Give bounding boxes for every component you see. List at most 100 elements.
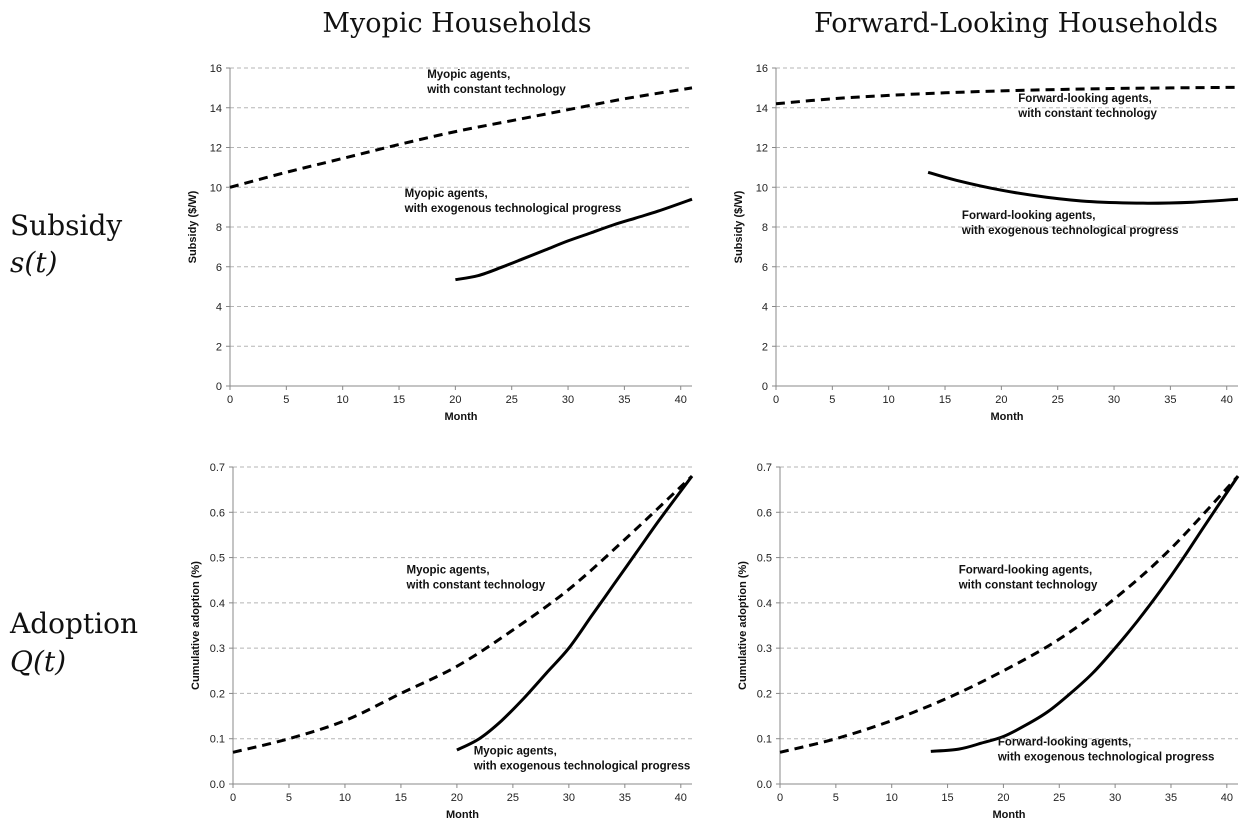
x-tick-label: 20 — [997, 792, 1009, 804]
x-tick-label: 35 — [619, 792, 631, 804]
x-tick-label: 10 — [883, 394, 895, 406]
y-axis-title: Subsidy ($/W) — [733, 190, 745, 263]
x-tick-label: 5 — [283, 394, 289, 406]
row-math-adoption: Q(t) — [10, 645, 66, 678]
x-tick-label: 35 — [618, 394, 630, 406]
series-annotation: with constant technology — [1017, 108, 1157, 120]
constant-technology-line — [779, 475, 1240, 754]
technological-progress-line — [455, 197, 693, 282]
y-tick-label: 14 — [756, 103, 768, 115]
y-tick-label: 10 — [210, 182, 222, 194]
x-tick-label: 0 — [227, 394, 233, 406]
y-tick-label: 0.1 — [757, 734, 772, 746]
x-axis-title: Month — [993, 809, 1026, 821]
x-tick-label: 25 — [506, 394, 518, 406]
y-tick-label: 0.0 — [210, 779, 225, 791]
series-annotation: Myopic agents, — [405, 188, 488, 200]
series-annotation: Forward-looking agents, — [959, 564, 1093, 576]
y-axis-title: Cumulative adoption (%) — [737, 561, 749, 690]
y-tick-label: 0.4 — [210, 598, 225, 610]
y-tick-label: 8 — [216, 222, 222, 234]
x-tick-label: 20 — [449, 394, 461, 406]
y-tick-label: 0 — [762, 381, 768, 393]
y-tick-label: 12 — [210, 143, 222, 155]
y-tick-label: 6 — [216, 262, 222, 274]
series-annotation: with exogenous technological progress — [473, 761, 691, 773]
series-annotation: with exogenous technological progress — [404, 203, 622, 215]
x-tick-label: 0 — [777, 792, 783, 804]
constant-technology-line — [232, 475, 694, 754]
series-annotation: Forward-looking agents, — [1018, 93, 1152, 105]
y-tick-label: 0.6 — [210, 507, 225, 519]
y-tick-label: 0.3 — [210, 643, 225, 655]
x-tick-label: 25 — [507, 792, 519, 804]
x-tick-label: 10 — [339, 792, 351, 804]
technological-progress-line — [456, 475, 694, 752]
series-annotation: Myopic agents, — [474, 746, 557, 758]
x-tick-label: 25 — [1052, 394, 1064, 406]
y-tick-label: 0.2 — [757, 688, 772, 700]
series-annotation: Forward-looking agents, — [998, 737, 1132, 749]
x-tick-label: 5 — [286, 792, 292, 804]
series-annotation: with constant technology — [958, 579, 1098, 591]
x-axis-title: Month — [991, 411, 1024, 423]
y-tick-label: 0.3 — [757, 643, 772, 655]
y-tick-label: 16 — [756, 63, 768, 75]
row-label-adoption: Adoption — [9, 607, 138, 640]
x-tick-label: 30 — [563, 792, 575, 804]
y-tick-label: 0.6 — [757, 507, 772, 519]
x-tick-label: 0 — [773, 394, 779, 406]
y-tick-label: 0.4 — [757, 598, 772, 610]
column-title-myopic: Myopic Households — [322, 8, 591, 39]
constant-technology-line — [775, 85, 1239, 106]
x-tick-label: 40 — [1221, 394, 1233, 406]
y-tick-label: 0 — [216, 381, 222, 393]
technological-progress-line — [930, 475, 1240, 753]
x-tick-label: 20 — [995, 394, 1007, 406]
x-tick-label: 0 — [230, 792, 236, 804]
y-tick-label: 0.5 — [757, 553, 772, 565]
adoption-myopic-panel: 0.0 0.1 0.2 0.3 0.4 0.5 0.6 0.7 0 5 10 15 20 25 30 35 40… — [190, 462, 694, 821]
x-tick-label: 15 — [395, 792, 407, 804]
series-annotation: with exogenous technological progress — [961, 225, 1179, 237]
series-annotation: Myopic agents, — [407, 564, 490, 576]
x-tick-label: 30 — [562, 394, 574, 406]
x-tick-label: 40 — [1221, 792, 1233, 804]
y-tick-label: 10 — [756, 182, 768, 194]
x-tick-label: 15 — [393, 394, 405, 406]
x-tick-label: 5 — [829, 394, 835, 406]
y-axis-title: Cumulative adoption (%) — [190, 561, 202, 690]
y-axis-title: Subsidy ($/W) — [187, 190, 199, 263]
series-annotation: Myopic agents, — [427, 69, 510, 81]
x-tick-label: 40 — [675, 792, 687, 804]
y-tick-label: 4 — [762, 302, 768, 314]
y-tick-label: 0.2 — [210, 688, 225, 700]
x-tick-label: 35 — [1165, 792, 1177, 804]
y-tick-label: 8 — [762, 222, 768, 234]
x-tick-label: 15 — [941, 792, 953, 804]
x-axis-title: Month — [445, 411, 478, 423]
technological-progress-line — [927, 170, 1239, 205]
y-tick-label: 6 — [762, 262, 768, 274]
y-tick-label: 14 — [210, 103, 222, 115]
adoption-forward-looking-panel: 0.0 0.1 0.2 0.3 0.4 0.5 0.6 0.7 0 5 10 15 20 25 30 35 40… — [737, 462, 1240, 821]
series-annotation: with exogenous technological progress — [997, 752, 1215, 764]
y-tick-label: 2 — [762, 341, 768, 353]
x-tick-label: 30 — [1108, 394, 1120, 406]
y-tick-label: 0.0 — [757, 779, 772, 791]
x-axis-title: Month — [446, 809, 479, 821]
y-tick-label: 0.1 — [210, 734, 225, 746]
subsidy-myopic-panel: 0 2 4 6 8 10 12 14 16 0 5 10 15 20 25 30 35 40 Month Subsid… — [187, 63, 693, 423]
series-annotation: with constant technology — [406, 579, 546, 591]
y-tick-label: 4 — [216, 302, 222, 314]
x-tick-label: 10 — [886, 792, 898, 804]
x-tick-label: 30 — [1109, 792, 1121, 804]
x-tick-label: 40 — [675, 394, 687, 406]
constant-technology-line — [229, 86, 693, 189]
y-tick-label: 12 — [756, 143, 768, 155]
y-tick-label: 0.5 — [210, 553, 225, 565]
y-tick-label: 0.7 — [757, 462, 772, 474]
x-tick-label: 35 — [1164, 394, 1176, 406]
series-annotation: with constant technology — [426, 84, 566, 96]
